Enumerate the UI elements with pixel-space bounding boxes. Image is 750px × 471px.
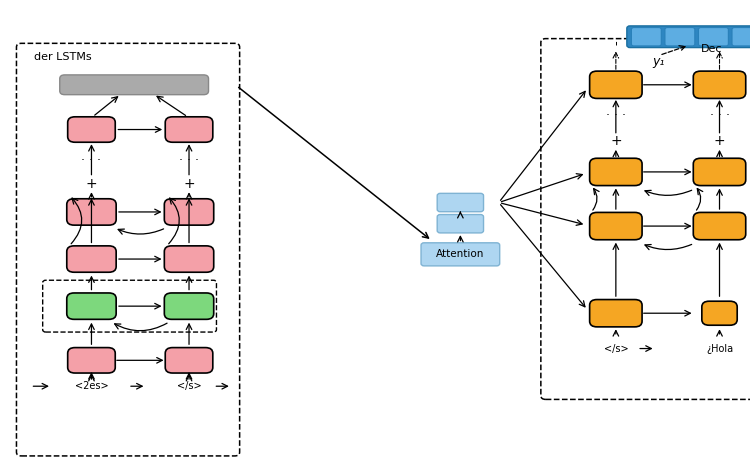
FancyBboxPatch shape	[164, 199, 214, 225]
FancyBboxPatch shape	[164, 246, 214, 272]
Text: · · ·: · · ·	[710, 109, 730, 122]
Text: +: +	[183, 177, 195, 191]
FancyBboxPatch shape	[590, 71, 642, 98]
FancyBboxPatch shape	[164, 293, 214, 319]
Text: +: +	[86, 177, 98, 191]
Text: ¿Hola: ¿Hola	[706, 343, 733, 354]
FancyBboxPatch shape	[590, 158, 642, 186]
FancyBboxPatch shape	[67, 293, 116, 319]
FancyBboxPatch shape	[437, 215, 484, 233]
FancyBboxPatch shape	[67, 199, 116, 225]
FancyBboxPatch shape	[590, 300, 642, 327]
FancyBboxPatch shape	[627, 26, 750, 48]
FancyBboxPatch shape	[421, 243, 500, 266]
Text: +: +	[610, 134, 622, 148]
FancyBboxPatch shape	[68, 117, 116, 142]
FancyBboxPatch shape	[698, 27, 728, 46]
FancyBboxPatch shape	[632, 27, 662, 46]
FancyBboxPatch shape	[665, 27, 694, 46]
Text: </s>: </s>	[177, 381, 201, 391]
FancyBboxPatch shape	[693, 71, 746, 98]
FancyBboxPatch shape	[67, 246, 116, 272]
FancyBboxPatch shape	[437, 193, 484, 212]
FancyBboxPatch shape	[68, 348, 116, 373]
Text: · · ·: · · ·	[179, 154, 199, 167]
FancyBboxPatch shape	[732, 27, 750, 46]
FancyBboxPatch shape	[165, 117, 213, 142]
Text: · · ·: · · ·	[606, 109, 625, 122]
FancyBboxPatch shape	[693, 212, 746, 240]
Text: <2es>: <2es>	[75, 381, 108, 391]
Text: Attention: Attention	[436, 249, 484, 260]
Text: der LSTMs: der LSTMs	[34, 51, 92, 62]
Text: Dec: Dec	[701, 44, 723, 55]
FancyBboxPatch shape	[702, 301, 737, 325]
FancyBboxPatch shape	[693, 158, 746, 186]
FancyBboxPatch shape	[165, 348, 213, 373]
Text: y₁: y₁	[652, 55, 664, 68]
FancyBboxPatch shape	[60, 75, 208, 95]
Text: +: +	[714, 134, 725, 148]
Text: </s>: </s>	[604, 343, 628, 354]
FancyBboxPatch shape	[590, 212, 642, 240]
Text: · · ·: · · ·	[82, 154, 101, 167]
